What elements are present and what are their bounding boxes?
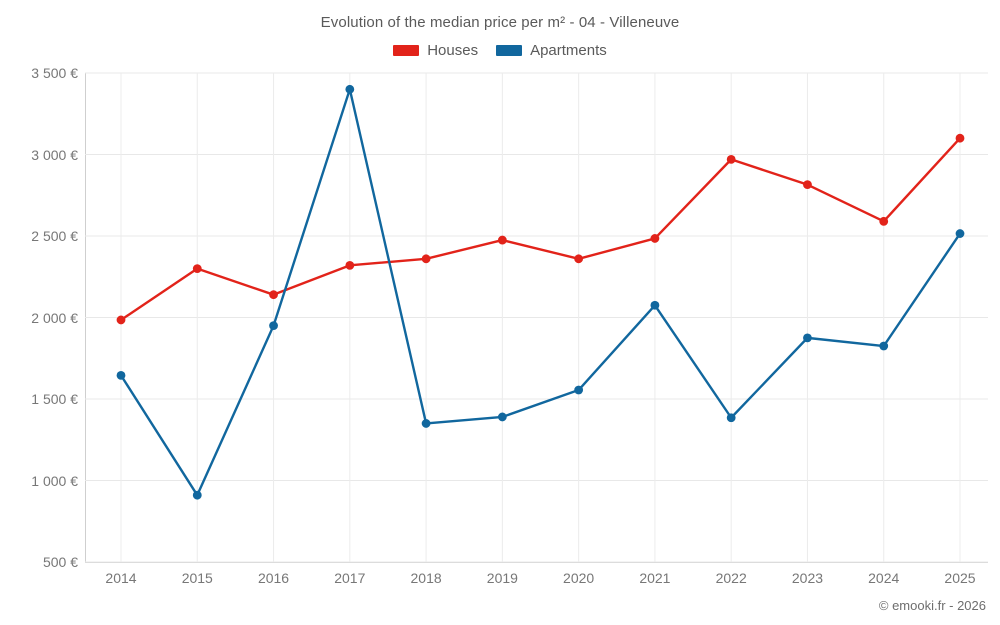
x-axis-tick-label: 2021 — [639, 570, 671, 586]
data-point-houses-2018[interactable] — [421, 254, 431, 264]
x-axis-line — [85, 562, 988, 563]
y-axis-tick-label: 3 000 € — [31, 146, 78, 163]
x-axis-tick-label: 2020 — [563, 570, 595, 586]
x-axis-tick-label: 2015 — [181, 570, 213, 586]
x-axis-tick-label: 2017 — [334, 570, 366, 586]
data-point-houses-2022[interactable] — [726, 154, 736, 164]
x-axis-tick-label: 2019 — [486, 570, 518, 586]
data-point-apartments-2020[interactable] — [574, 385, 584, 395]
legend-label-apartments: Apartments — [530, 42, 607, 59]
data-point-apartments-2022[interactable] — [726, 413, 736, 423]
plot-area — [85, 72, 988, 563]
legend-label-houses: Houses — [427, 42, 479, 59]
x-axis-tick-label: 2016 — [257, 570, 290, 586]
data-point-apartments-2016[interactable] — [269, 321, 278, 331]
data-point-houses-2019[interactable] — [497, 235, 507, 245]
data-point-houses-2020[interactable] — [574, 254, 584, 264]
y-axis-tick-label: 3 500 € — [31, 65, 78, 81]
footer-credit: © emooki.fr - 2026 — [878, 598, 986, 613]
chart-legend: Houses Apartments — [0, 42, 1000, 59]
x-axis-tick-label: 2018 — [410, 570, 442, 586]
plot-canvas — [85, 72, 988, 563]
data-point-apartments-2025[interactable] — [955, 229, 965, 238]
data-point-apartments-2014[interactable] — [116, 370, 126, 380]
y-axis-tick-label: 2 000 € — [31, 309, 78, 326]
data-point-houses-2024[interactable] — [879, 216, 889, 226]
x-axis-tick-label: 2025 — [944, 570, 976, 586]
data-point-apartments-2015[interactable] — [192, 490, 202, 500]
data-point-houses-2017[interactable] — [345, 260, 355, 270]
x-axis-tick-label: 2022 — [715, 570, 747, 586]
x-axis-tick-label: 2023 — [791, 570, 824, 586]
data-point-apartments-2019[interactable] — [497, 412, 507, 422]
legend-item-apartments[interactable]: Apartments — [496, 42, 607, 59]
data-point-apartments-2024[interactable] — [879, 341, 889, 351]
y-axis-tick-label: 1 500 € — [31, 391, 78, 407]
data-point-houses-2023[interactable] — [803, 180, 812, 190]
houses-color-swatch-icon — [393, 45, 420, 56]
data-point-houses-2015[interactable] — [192, 264, 202, 273]
data-point-houses-2021[interactable] — [650, 234, 660, 243]
x-axis-tick-label: 2024 — [868, 570, 900, 586]
legend-item-houses[interactable]: Houses — [393, 42, 478, 59]
x-axis-tick-label: 2014 — [105, 570, 137, 586]
y-axis-tick-label: 500 € — [42, 554, 78, 570]
data-point-houses-2025[interactable] — [955, 133, 965, 143]
series-line-houses — [119, 136, 962, 322]
data-point-houses-2016[interactable] — [269, 290, 278, 300]
data-point-houses-2014[interactable] — [116, 315, 126, 325]
y-axis-tick-label: 2 500 € — [31, 228, 78, 244]
series-line-apartments — [119, 88, 962, 497]
data-point-apartments-2023[interactable] — [803, 333, 812, 343]
data-point-apartments-2021[interactable] — [650, 300, 660, 310]
y-axis-tick-label: 1 000 € — [31, 472, 78, 489]
chart-title: Evolution of the median price per m² - 0… — [320, 14, 680, 31]
y-axis-labels: 500 € 1 000 € 1 500 € 2 000 € 2 500 € 3 000 €… — [0, 0, 78, 625]
data-point-apartments-2017[interactable] — [345, 84, 355, 94]
apartments-color-swatch-icon — [496, 45, 523, 56]
data-point-apartments-2018[interactable] — [421, 419, 431, 428]
